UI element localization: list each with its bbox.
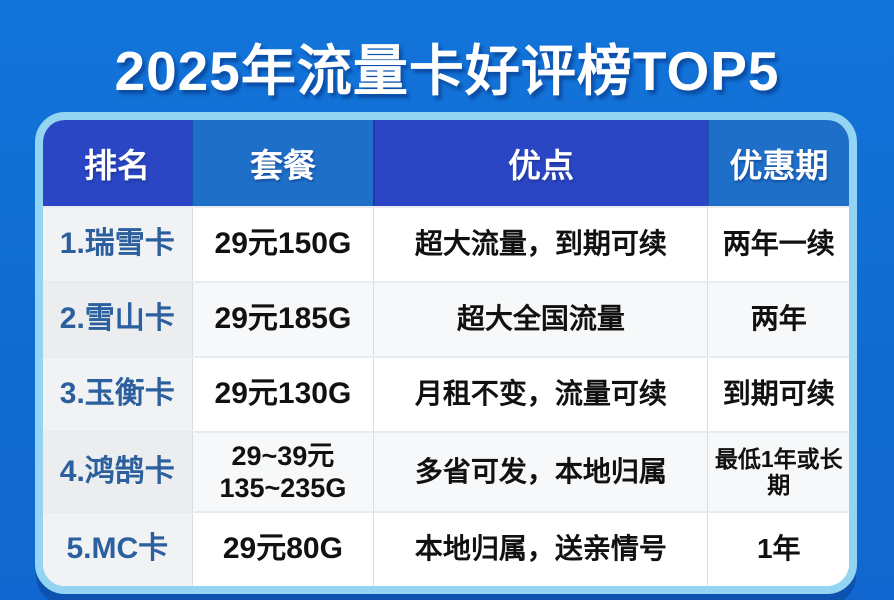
cell-pros: 月租不变，流量可续: [373, 358, 707, 431]
plan-line: 29元130G: [214, 377, 352, 411]
cell-pros: 超大流量，到期可续: [373, 208, 707, 281]
plan-line: 29元185G: [214, 302, 352, 336]
cell-pros: 本地归属，送亲情号: [373, 513, 707, 586]
cell-plan: 29元80G: [191, 513, 374, 586]
page-title: 2025年流量卡好评榜TOP5: [114, 40, 780, 102]
column-header-rank: 排名: [43, 120, 191, 206]
column-header-pros: 优点: [373, 120, 707, 206]
cell-pros: 超大全国流量: [373, 283, 708, 356]
cell-plan: 29元150G: [191, 208, 374, 281]
table-header-row: 排名 套餐 优点 优惠期: [43, 120, 849, 206]
cell-rank: 5.MC卡: [43, 513, 192, 586]
cell-rank: 2.雪山卡: [43, 283, 192, 356]
cell-rank: 1.瑞雪卡: [43, 208, 192, 281]
cell-plan: 29元185G: [191, 283, 374, 356]
table-row: 5.MC卡 29元80G 本地归属，送亲情号 1年: [43, 511, 849, 586]
plan-line: 29元80G: [222, 532, 343, 566]
table-row: 2.雪山卡 29元185G 超大全国流量 两年: [43, 281, 849, 356]
cell-pros: 多省可发，本地归属: [373, 433, 708, 511]
ranking-table: 排名 套餐 优点 优惠期 1.瑞雪卡 29元150G 超大流量，到期可续 两年一…: [35, 112, 857, 594]
cell-plan: 29元130G: [191, 358, 374, 431]
cell-plan: 29~39元 135~235G: [191, 433, 374, 511]
cell-period: 最低1年或长期: [707, 433, 849, 511]
column-header-plan: 套餐: [191, 120, 373, 206]
plan-line: 29~39元: [231, 440, 335, 471]
plan-line: 29元150G: [214, 227, 352, 261]
cell-period: 两年: [707, 283, 849, 356]
table-row: 3.玉衡卡 29元130G 月租不变，流量可续 到期可续: [43, 356, 849, 431]
cell-period: 两年一续: [707, 208, 849, 281]
cell-rank: 3.玉衡卡: [43, 358, 192, 431]
cell-rank: 4.鸿鹄卡: [43, 433, 192, 511]
table-row: 4.鸿鹄卡 29~39元 135~235G 多省可发，本地归属 最低1年或长期: [43, 431, 849, 511]
table-row: 1.瑞雪卡 29元150G 超大流量，到期可续 两年一续: [43, 206, 849, 281]
plan-line: 135~235G: [219, 473, 347, 503]
column-header-period: 优惠期: [707, 120, 849, 206]
cell-period: 1年: [707, 513, 849, 586]
cell-period: 到期可续: [707, 358, 849, 431]
